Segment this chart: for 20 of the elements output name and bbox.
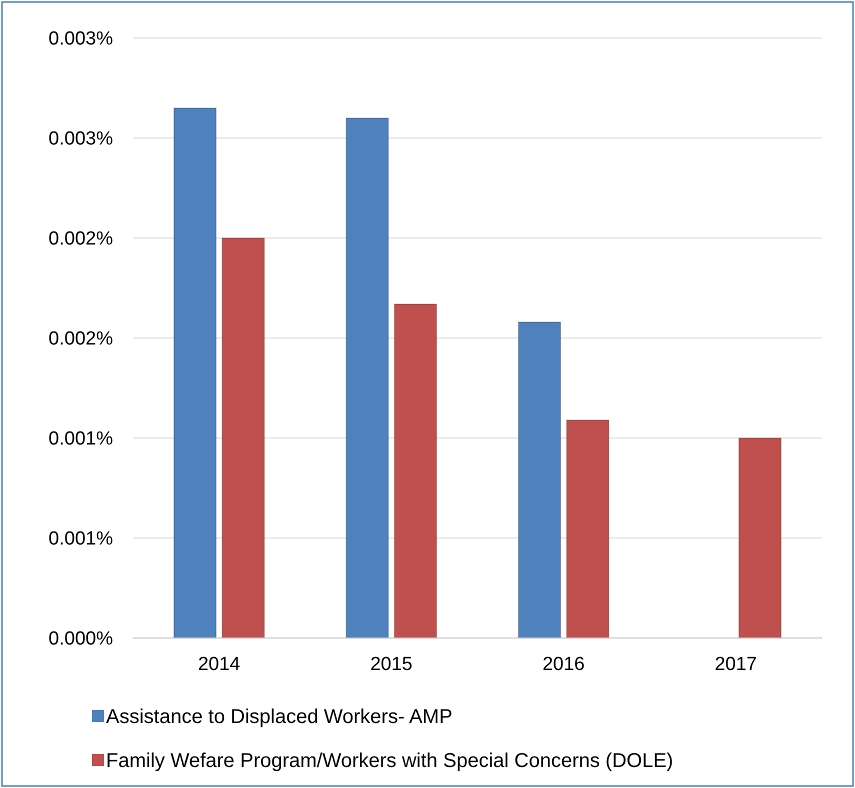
bar bbox=[566, 420, 610, 638]
bar bbox=[518, 322, 562, 638]
y-tick-label: 0.001% bbox=[48, 528, 114, 550]
legend-label: Assistance to Displaced Workers- AMP bbox=[106, 706, 452, 728]
bar bbox=[173, 108, 217, 638]
y-tick-label: 0.003% bbox=[48, 128, 114, 150]
bar bbox=[222, 238, 265, 638]
x-tick-label: 2014 bbox=[198, 654, 241, 675]
x-tick-label: 2016 bbox=[542, 654, 585, 675]
y-tick-label: 0.003% bbox=[48, 28, 114, 50]
bar bbox=[394, 304, 438, 638]
bar bbox=[738, 438, 782, 638]
legend-label: Family Wefare Program/Workers with Special Concerns (DOLE) bbox=[106, 750, 674, 772]
y-tick-label: 0.002% bbox=[48, 328, 114, 350]
x-tick-label: 2017 bbox=[714, 654, 758, 675]
x-tick-label: 2015 bbox=[370, 654, 413, 675]
y-tick-label: 0.002% bbox=[48, 228, 114, 250]
bar bbox=[346, 118, 389, 638]
y-tick-label: 0.001% bbox=[48, 428, 114, 450]
y-tick-label: 0.000% bbox=[48, 628, 114, 650]
